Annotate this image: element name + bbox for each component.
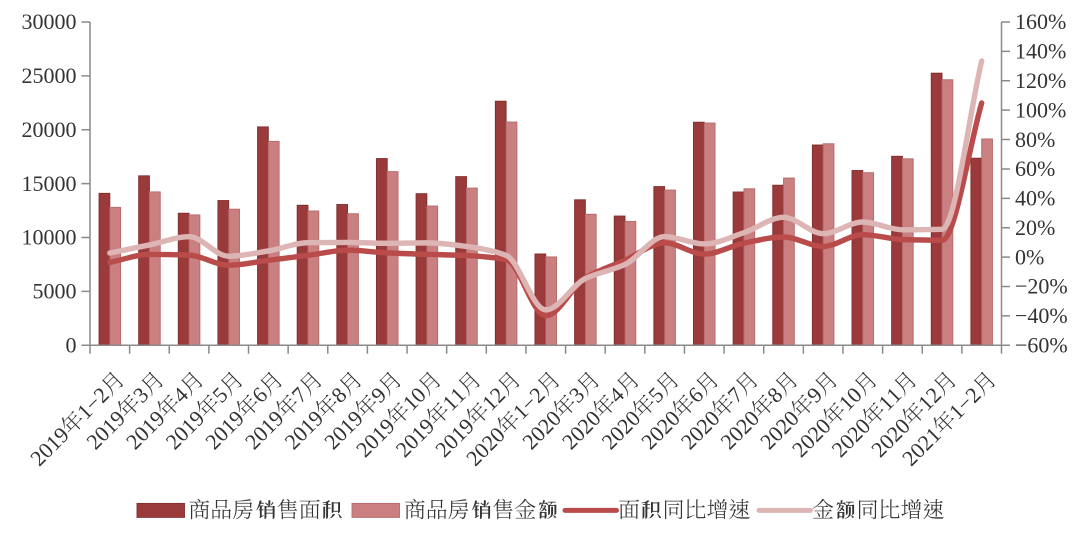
svg-text:5000: 5000: [33, 279, 77, 304]
svg-text:20%: 20%: [1015, 215, 1055, 240]
svg-text:40%: 40%: [1015, 186, 1055, 211]
svg-text:100%: 100%: [1015, 97, 1066, 122]
svg-text:15000: 15000: [22, 171, 77, 196]
svg-text:0: 0: [66, 333, 77, 358]
svg-text:−40%: −40%: [1015, 303, 1068, 328]
svg-text:140%: 140%: [1015, 39, 1066, 64]
svg-text:80%: 80%: [1015, 127, 1055, 152]
svg-text:30000: 30000: [22, 9, 77, 34]
svg-text:10000: 10000: [22, 225, 77, 250]
svg-text:160%: 160%: [1015, 9, 1066, 34]
svg-text:60%: 60%: [1015, 156, 1055, 181]
svg-text:25000: 25000: [22, 63, 77, 88]
svg-text:120%: 120%: [1015, 68, 1066, 93]
svg-text:0%: 0%: [1015, 244, 1044, 269]
svg-text:−20%: −20%: [1015, 274, 1068, 299]
svg-text:20000: 20000: [22, 117, 77, 142]
svg-text:−60%: −60%: [1015, 333, 1068, 358]
